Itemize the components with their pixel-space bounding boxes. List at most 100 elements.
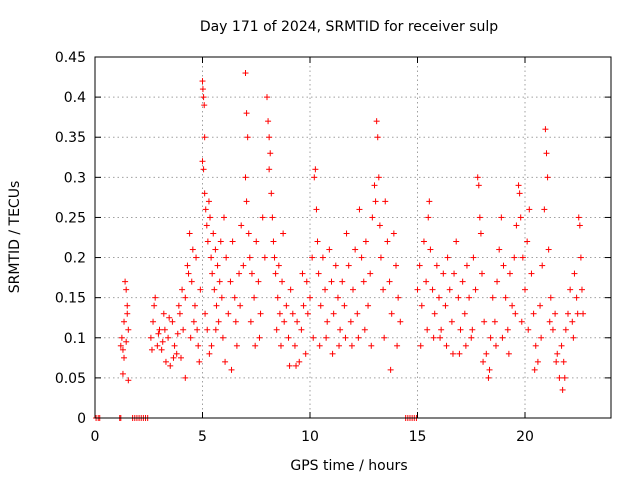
data-point <box>440 270 447 277</box>
data-point <box>576 222 583 229</box>
data-point <box>213 302 220 309</box>
data-point <box>270 238 277 245</box>
data-point <box>463 262 470 269</box>
data-point <box>274 294 281 301</box>
data-point <box>431 310 438 317</box>
data-point <box>312 166 319 173</box>
data-point <box>182 374 189 381</box>
data-point <box>156 326 163 333</box>
data-point <box>161 326 168 333</box>
data-point <box>453 238 460 245</box>
data-point <box>543 150 550 157</box>
data-point <box>216 278 223 285</box>
data-point <box>225 310 232 317</box>
data-point <box>466 294 473 301</box>
data-point <box>201 102 208 109</box>
data-point <box>246 254 253 261</box>
data-point <box>322 286 329 293</box>
data-point <box>502 294 509 301</box>
data-point <box>253 238 260 245</box>
data-point <box>194 326 201 333</box>
data-point <box>537 302 544 309</box>
data-point <box>209 270 216 277</box>
data-point <box>446 286 453 293</box>
plot-frame <box>94 56 612 419</box>
data-point <box>367 270 374 277</box>
y-tick-label: 0.2 <box>64 251 86 267</box>
data-point <box>268 190 275 197</box>
data-point <box>247 318 254 325</box>
data-point <box>352 246 359 253</box>
data-point <box>476 214 483 221</box>
data-point <box>330 310 337 317</box>
data-point <box>265 118 272 125</box>
data-point <box>188 278 195 285</box>
data-point <box>424 326 431 333</box>
data-point <box>302 350 309 357</box>
data-point <box>255 278 262 285</box>
data-point <box>200 94 207 101</box>
data-point <box>549 326 556 333</box>
data-point <box>124 302 131 309</box>
data-point <box>560 358 567 365</box>
data-point <box>169 318 176 325</box>
data-point <box>191 302 198 309</box>
data-point <box>395 294 402 301</box>
axis-ticks: 0 0.05 0.1 0.15 0.2 0.25 0.3 0.35 0.4 0.45 0 5 10 15 2… <box>55 50 611 445</box>
data-point <box>242 174 249 181</box>
data-point <box>287 286 294 293</box>
data-point <box>148 346 155 353</box>
data-point <box>489 294 496 301</box>
data-point <box>223 254 230 261</box>
data-point <box>541 206 548 213</box>
data-point <box>532 342 539 349</box>
x-tick-label: 5 <box>198 429 207 445</box>
data-point <box>481 318 488 325</box>
data-point <box>222 358 229 365</box>
data-point <box>203 222 210 229</box>
data-point <box>417 342 424 349</box>
data-point <box>472 286 479 293</box>
data-point <box>336 342 343 349</box>
data-point <box>202 206 209 213</box>
data-point <box>204 326 211 333</box>
data-point <box>197 286 204 293</box>
data-point <box>304 310 311 317</box>
data-point <box>386 278 393 285</box>
data-point <box>307 294 313 301</box>
data-point <box>539 262 546 269</box>
data-point <box>299 270 306 277</box>
data-point <box>377 254 384 261</box>
data-point <box>303 278 310 285</box>
data-point <box>204 238 211 245</box>
x-tick-label: 20 <box>516 429 534 445</box>
data-point <box>150 318 157 325</box>
data-point <box>207 214 214 221</box>
data-point <box>202 310 209 317</box>
data-point <box>437 334 444 341</box>
data-point <box>315 270 322 277</box>
data-point <box>574 310 581 317</box>
data-point <box>474 174 481 181</box>
data-point <box>187 334 194 341</box>
data-point <box>457 326 464 333</box>
data-point <box>345 262 352 269</box>
data-point <box>298 326 305 333</box>
data-points <box>93 70 587 421</box>
x-tick-label: 15 <box>409 429 427 445</box>
data-point <box>316 342 323 349</box>
data-point <box>173 350 180 357</box>
data-point <box>393 262 399 269</box>
data-point <box>196 358 203 365</box>
data-point <box>123 286 130 293</box>
data-point <box>459 278 466 285</box>
data-point <box>124 310 131 317</box>
data-point <box>185 270 192 277</box>
data-point <box>257 310 264 317</box>
data-point <box>524 238 531 245</box>
data-point <box>361 326 368 333</box>
data-point <box>429 286 436 293</box>
data-point <box>530 310 537 317</box>
data-point <box>565 310 571 317</box>
data-point <box>210 230 217 237</box>
